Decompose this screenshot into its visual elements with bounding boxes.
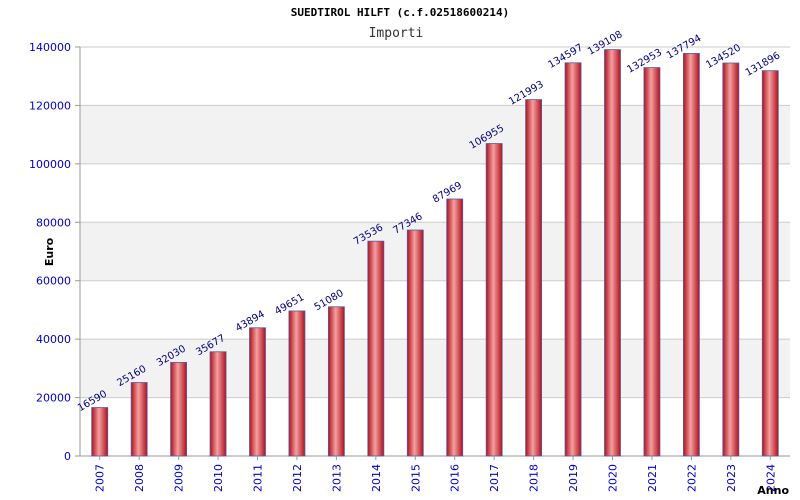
y-tick-label: 0 xyxy=(64,450,71,463)
chart-title: SUEDTIROL HILFT (c.f.02518600214) xyxy=(291,6,510,19)
y-tick-label: 40000 xyxy=(36,333,71,346)
y-tick-label: 100000 xyxy=(29,158,71,171)
bar xyxy=(761,70,779,457)
bar xyxy=(327,306,345,457)
x-tick-label: 2012 xyxy=(291,464,304,492)
bar xyxy=(525,99,543,457)
x-axis-label: Anno xyxy=(757,484,789,497)
bar xyxy=(643,67,661,457)
bar xyxy=(130,382,148,457)
x-tick-label: 2011 xyxy=(252,464,265,492)
bar xyxy=(91,407,109,457)
y-axis-ticks: 0 20000 40000 60000 80000 100000 120000 140000 xyxy=(29,41,80,463)
x-tick-label: 2007 xyxy=(94,464,107,492)
x-tick-label: 2018 xyxy=(528,464,541,492)
y-tick-label: 20000 xyxy=(36,392,71,405)
plot-band xyxy=(80,339,790,398)
x-tick-label: 2009 xyxy=(173,464,186,492)
x-axis-ticks: 2007 2008 2009 2010 2011 2012 2013 2014 2015 2016… xyxy=(94,456,777,492)
x-tick-label: 2023 xyxy=(725,464,738,492)
y-tick-label: 120000 xyxy=(29,99,71,112)
y-tick-label: 60000 xyxy=(36,275,71,288)
plot-bands xyxy=(80,105,790,398)
bar xyxy=(209,351,227,457)
plot-band xyxy=(80,105,790,164)
x-tick-label: 2016 xyxy=(449,464,462,492)
x-tick-label: 2013 xyxy=(330,464,343,492)
y-axis-label: Euro xyxy=(43,237,56,266)
y-tick-label: 140000 xyxy=(29,41,71,54)
bar xyxy=(604,49,621,457)
x-tick-label: 2015 xyxy=(409,464,422,492)
y-tick-label: 80000 xyxy=(36,216,71,229)
bar xyxy=(288,310,306,457)
bar-series xyxy=(91,49,779,457)
bar xyxy=(170,362,188,457)
x-tick-label: 2014 xyxy=(370,464,383,492)
x-tick-label: 2019 xyxy=(567,464,580,492)
bar xyxy=(249,327,266,457)
x-tick-label: 2022 xyxy=(685,464,698,492)
x-tick-label: 2008 xyxy=(133,464,146,492)
bar xyxy=(446,198,464,457)
x-tick-label: 2020 xyxy=(607,464,620,492)
bar xyxy=(485,143,503,457)
x-tick-label: 2021 xyxy=(646,464,659,492)
chart-subtitle: Importi xyxy=(369,26,424,41)
bar xyxy=(722,62,740,457)
bar xyxy=(682,53,700,457)
plot-band xyxy=(80,222,790,281)
bar xyxy=(406,229,424,457)
x-tick-label: 2010 xyxy=(212,464,225,492)
x-tick-label: 2024 xyxy=(764,464,777,492)
bar xyxy=(564,62,582,457)
bar xyxy=(367,240,385,457)
x-tick-label: 2017 xyxy=(488,464,501,492)
